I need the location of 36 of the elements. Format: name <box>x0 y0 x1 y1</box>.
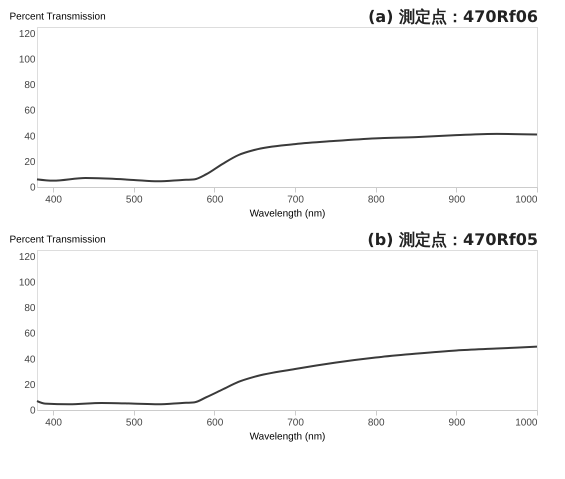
x-tick-label: 800 <box>368 194 385 206</box>
x-tick-label: 600 <box>206 418 224 428</box>
y-tick-label: 40 <box>24 131 36 142</box>
x-tick-label: 800 <box>368 418 385 428</box>
y-tick-label: 0 <box>30 182 36 194</box>
x-tick-label: 600 <box>206 194 224 206</box>
y-tick-label: 20 <box>24 156 36 168</box>
y-tick-label: 0 <box>30 406 36 416</box>
y-axis-title: Percent Transmission <box>10 234 106 246</box>
y-tick-label: 80 <box>24 80 36 92</box>
chart-title: (a) 測定点：470Rf06 <box>368 7 538 26</box>
x-tick-label: 400 <box>45 194 62 206</box>
x-tick-label: 700 <box>287 194 304 206</box>
x-axis-title: Wavelength (nm) <box>250 208 326 220</box>
x-tick-label: 1000 <box>515 418 538 428</box>
x-tick-label: 400 <box>45 418 62 428</box>
line-series <box>36 346 538 406</box>
y-tick-label: 120 <box>18 252 36 263</box>
x-tick-label: 500 <box>126 194 144 206</box>
line-series <box>36 132 538 182</box>
x-tick-label: 900 <box>448 194 466 206</box>
x-tick-label: 500 <box>126 418 144 428</box>
y-tick-label: 40 <box>24 354 36 366</box>
y-tick-label: 80 <box>24 303 36 314</box>
y-tick-label: 100 <box>18 54 36 66</box>
x-tick-label: 700 <box>287 418 304 428</box>
chart-title: (b) 測定点：470Rf05 <box>367 230 538 249</box>
x-axis-title: Wavelength (nm) <box>250 432 326 442</box>
y-tick-label: 20 <box>24 380 36 391</box>
y-axis-title: Percent Transmission <box>10 12 106 22</box>
y-tick-label: 60 <box>24 106 36 117</box>
x-tick-label: 1000 <box>515 194 538 206</box>
y-tick-label: 60 <box>24 328 36 340</box>
y-tick-label: 100 <box>18 278 36 288</box>
y-tick-label: 120 <box>18 28 36 40</box>
x-tick-label: 900 <box>448 418 466 428</box>
